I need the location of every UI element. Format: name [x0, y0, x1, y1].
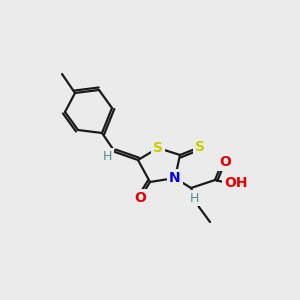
Text: O: O [219, 155, 231, 169]
Text: N: N [169, 171, 181, 185]
Text: S: S [153, 141, 163, 155]
Text: H: H [102, 149, 112, 163]
Text: S: S [195, 140, 205, 154]
Text: H: H [189, 191, 199, 205]
Text: O: O [134, 191, 146, 205]
Text: OH: OH [224, 176, 248, 190]
